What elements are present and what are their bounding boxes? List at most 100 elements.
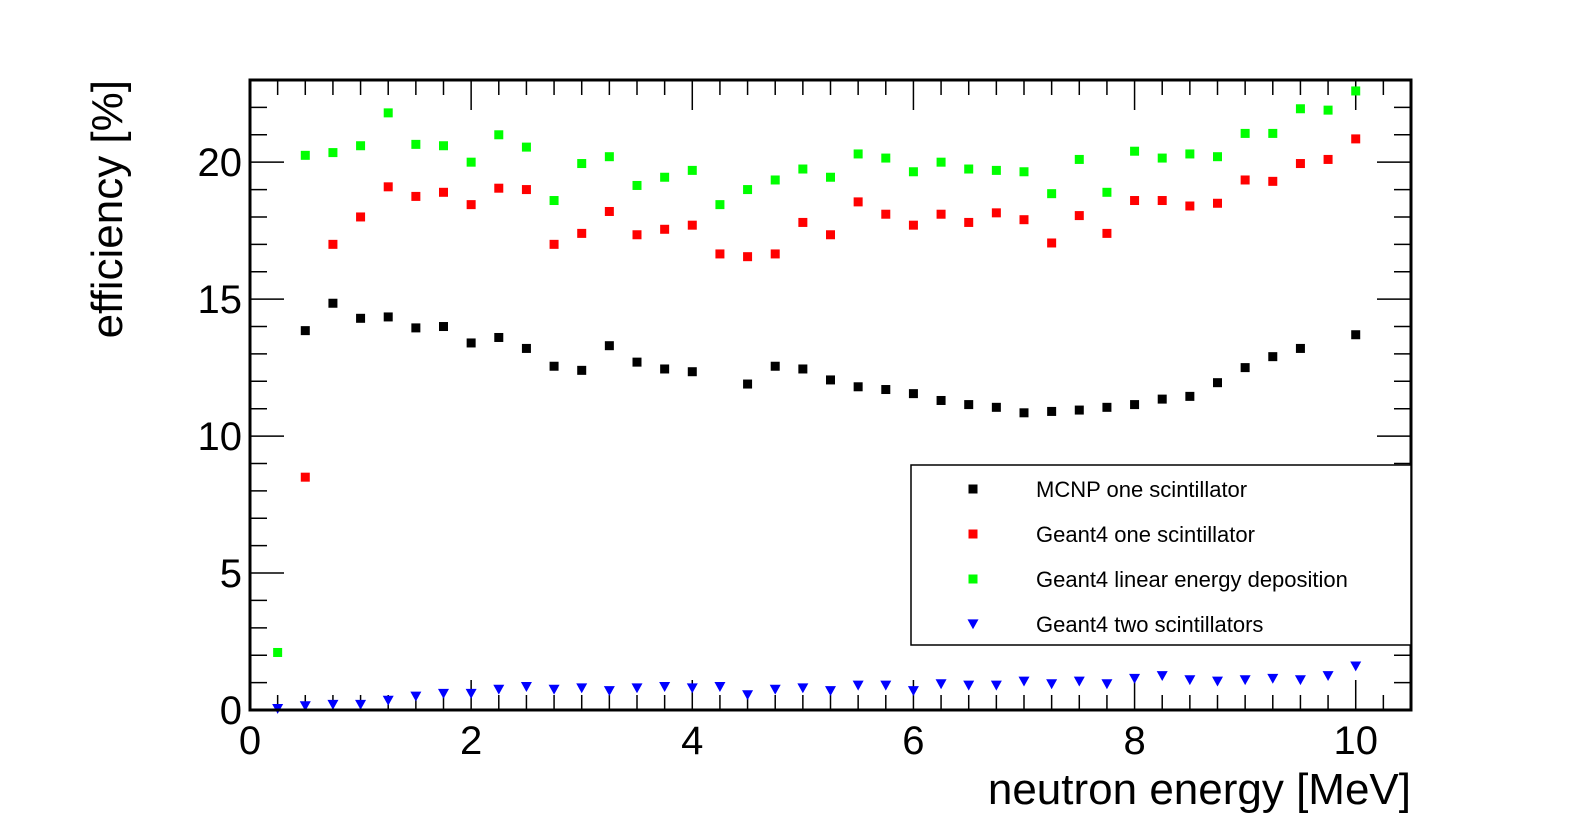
data-point [1102, 402, 1112, 412]
data-point [964, 164, 974, 174]
legend-label: Geant4 two scintillators [1036, 612, 1263, 637]
data-point [300, 150, 310, 160]
data-point [964, 217, 974, 227]
x-axis-title: neutron energy [MeV] [988, 765, 1411, 814]
data-point [769, 684, 781, 695]
data-point [687, 165, 697, 175]
data-point [1184, 675, 1196, 686]
data-point [990, 680, 1002, 691]
data-point [466, 338, 476, 348]
data-point [548, 684, 560, 695]
data-point [853, 197, 863, 207]
data-point [356, 212, 366, 222]
series-4 [272, 661, 1362, 714]
data-point [493, 684, 505, 695]
data-point [853, 149, 863, 159]
y-tick-label: 5 [220, 552, 242, 596]
data-point [825, 686, 836, 697]
series-2 [300, 134, 1361, 482]
data-point [466, 200, 476, 210]
data-point [1102, 228, 1112, 238]
data-point [1047, 406, 1057, 416]
axis-ticks [249, 79, 1412, 711]
data-point [1130, 196, 1140, 206]
data-point [1185, 201, 1195, 211]
data-point [1101, 679, 1113, 690]
data-point [1322, 671, 1334, 681]
data-point [660, 224, 670, 234]
legend-entry: Geant4 two scintillators [967, 612, 1263, 637]
data-point [936, 157, 946, 167]
y-tick-label: 0 [220, 689, 242, 733]
data-point [1047, 238, 1057, 248]
plot-frame [248, 78, 1413, 712]
x-tick-label: 4 [681, 719, 703, 763]
data-point [577, 228, 587, 238]
legend-label: MCNP one scintillator [1036, 477, 1247, 502]
data-point [273, 647, 283, 657]
data-point [1130, 146, 1140, 156]
data-point [604, 152, 614, 162]
data-point [714, 682, 726, 692]
data-point [1046, 679, 1058, 690]
data-point [1294, 675, 1306, 686]
data-point [1185, 391, 1195, 401]
legend-entries: MCNP one scintillator Geant4 one scintill… [967, 477, 1348, 637]
data-point [798, 217, 808, 227]
legend-entry: MCNP one scintillator [968, 477, 1247, 502]
data-point [411, 191, 421, 201]
x-tick-label: 0 [239, 719, 261, 763]
data-point [1157, 394, 1167, 404]
data-point [439, 187, 448, 197]
data-point [1351, 330, 1361, 340]
data-point [438, 688, 449, 699]
data-point [439, 141, 448, 151]
data-point [410, 691, 422, 702]
data-point [1019, 215, 1029, 225]
data-point [328, 298, 338, 308]
y-tick-labels: 0 5 10 15 20 [198, 141, 243, 733]
legend-entry: Geant4 linear energy deposition [968, 567, 1348, 592]
data-point [853, 382, 863, 392]
data-point [1323, 105, 1333, 115]
legend-box [910, 464, 1412, 646]
data-point [382, 695, 394, 706]
data-point [1240, 128, 1250, 138]
data-point [826, 230, 835, 240]
data-point [1157, 196, 1167, 206]
data-point [881, 385, 891, 395]
data-point [300, 472, 310, 482]
data-point [1268, 128, 1278, 138]
legend-entry: Geant4 one scintillator [968, 522, 1255, 547]
data-point [908, 220, 918, 230]
data-point [465, 688, 477, 699]
x-tick-label: 2 [460, 719, 482, 763]
data-point [466, 157, 476, 167]
data-point [880, 680, 892, 691]
data-point [659, 682, 671, 692]
data-point [299, 701, 311, 712]
data-point [991, 402, 1001, 412]
y-axis-title: efficiency [%] [83, 80, 132, 338]
data-points [272, 86, 1362, 714]
data-point [1102, 187, 1112, 197]
data-point [632, 357, 642, 367]
data-point [632, 230, 642, 240]
data-point [770, 249, 780, 259]
data-point [439, 322, 448, 332]
data-point [963, 680, 975, 691]
data-point [577, 159, 587, 169]
data-point [686, 683, 698, 694]
data-point [549, 196, 559, 206]
data-point [935, 679, 947, 690]
data-point [1129, 673, 1141, 684]
data-point [1240, 363, 1250, 373]
data-point [328, 239, 338, 249]
y-tick-label: 20 [198, 141, 243, 185]
data-point [1157, 153, 1167, 163]
data-point [798, 364, 808, 374]
legend-marker [968, 574, 978, 584]
data-point [327, 699, 339, 710]
